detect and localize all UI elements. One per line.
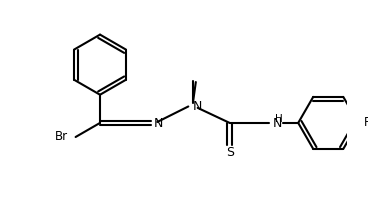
- Text: N: N: [273, 117, 282, 130]
- Text: Br: Br: [55, 131, 68, 144]
- Text: F: F: [364, 116, 368, 129]
- Text: S: S: [226, 146, 234, 159]
- Text: N: N: [153, 117, 163, 130]
- Text: N: N: [193, 100, 202, 113]
- Text: H: H: [275, 114, 283, 124]
